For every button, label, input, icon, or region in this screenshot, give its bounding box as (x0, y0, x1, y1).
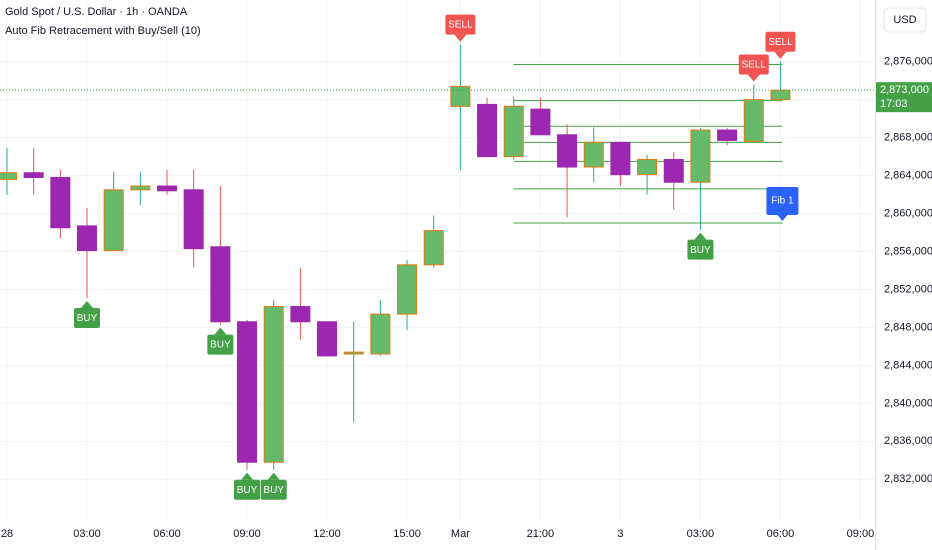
buy-arrow (694, 232, 707, 240)
candle-body (50, 176, 71, 229)
sell-label: SELL (448, 20, 473, 31)
candle-body (743, 99, 764, 142)
x-tick-label: 03:00 (687, 528, 715, 540)
x-tick-label: Mar (451, 528, 470, 540)
y-tick-label: 2,860,000 (884, 207, 932, 219)
y-tick-label: 2,864,000 (884, 169, 932, 181)
currency-button[interactable] (883, 7, 927, 33)
y-tick-label: 2,844,000 (884, 359, 932, 371)
x-tick-label: 28 (1, 528, 13, 540)
sell-label: SELL (742, 60, 767, 71)
candle-body (237, 321, 258, 463)
sell-label-box (765, 31, 796, 52)
x-tick-label: 09:00 (847, 528, 875, 540)
candle-body (263, 306, 284, 463)
candle-body (663, 158, 684, 183)
candle-body (423, 230, 444, 266)
sell-label-box (738, 54, 769, 75)
buy-label-box (74, 308, 101, 329)
currency[interactable]: USD (893, 14, 916, 26)
y-tick-label: 2,840,000 (884, 397, 932, 409)
candle-body (717, 129, 738, 141)
candle-body (503, 105, 524, 158)
candle-body (343, 351, 364, 355)
buy-label: BUY (690, 245, 711, 256)
sell-label: SELL (768, 37, 793, 48)
plot: BUY BUY BUY BUY SELL BUY SELL SELL Fib 1 (0, 14, 875, 500)
buy-label-box (207, 334, 234, 355)
candle-body (23, 172, 44, 178)
candle-body (210, 246, 231, 323)
buy-label: BUY (263, 485, 284, 496)
y-tick-label: 2,876,000 (884, 56, 932, 68)
buy-label-box (687, 239, 714, 260)
x-tick-label: 03:00 (73, 528, 101, 540)
buy-arrow (81, 301, 94, 309)
x-tick-label: 09:00 (233, 528, 261, 540)
candle-body (157, 185, 178, 192)
y-tick-label: 2,836,000 (884, 435, 932, 447)
x-tick-label: 3 (617, 528, 623, 540)
candle-body (397, 264, 418, 315)
buy-arrow (214, 327, 227, 335)
buy-label: BUY (237, 485, 258, 496)
candle-body (130, 185, 151, 191)
candle-body (690, 129, 711, 183)
buy-label-box (260, 479, 287, 500)
sell-label-box (445, 14, 476, 35)
candle-body (530, 108, 551, 136)
x-tick-label: 15:00 (393, 528, 421, 540)
fib-label-arrow (777, 215, 788, 222)
y-tick-label: 2,868,000 (884, 132, 932, 144)
sell-arrow (454, 34, 467, 42)
buy-label: BUY (77, 313, 98, 324)
y-tick-label: 2,848,000 (884, 321, 932, 333)
candle-body (450, 85, 471, 107)
sell-arrow (747, 74, 760, 82)
candle-body (103, 189, 124, 252)
candle-body (610, 141, 631, 176)
countdown: 17:03 (880, 98, 908, 110)
x-tick-label: 06:00 (153, 528, 181, 540)
x-tick-label: 21:00 (527, 528, 555, 540)
y-tick-label: 2,856,000 (884, 245, 932, 257)
fib-label: Fib 1 (771, 196, 794, 207)
buy-label-box (234, 479, 261, 500)
chart-title: Gold Spot / U.S. Dollar · 1h · OANDA (5, 6, 188, 18)
candle-body (183, 189, 204, 250)
buy-arrow (267, 472, 280, 480)
indicator-name: Auto Fib Retracement with Buy/Sell (10) (5, 25, 201, 37)
buy-arrow (241, 472, 254, 480)
x-tick-label: 12:00 (313, 528, 341, 540)
last-price-box (876, 82, 932, 113)
candle-body (583, 141, 604, 168)
y-tick-label: 2,832,000 (884, 473, 932, 485)
sell-arrow (774, 51, 787, 59)
candle-body (370, 313, 391, 355)
fib-label-box (766, 187, 799, 216)
candle-body (290, 306, 311, 323)
candle-body (317, 321, 338, 357)
last-price-label: 2,873,000 (880, 84, 929, 96)
x-tick-label: 06:00 (767, 528, 795, 540)
candle-body (557, 134, 578, 168)
candle-body (77, 225, 98, 252)
candle-body (770, 89, 791, 101)
candle-body (637, 158, 658, 176)
buy-label: BUY (210, 340, 231, 351)
candle-body (0, 172, 17, 180)
candle-body (477, 103, 498, 158)
y-tick-label: 2,852,000 (884, 283, 932, 295)
